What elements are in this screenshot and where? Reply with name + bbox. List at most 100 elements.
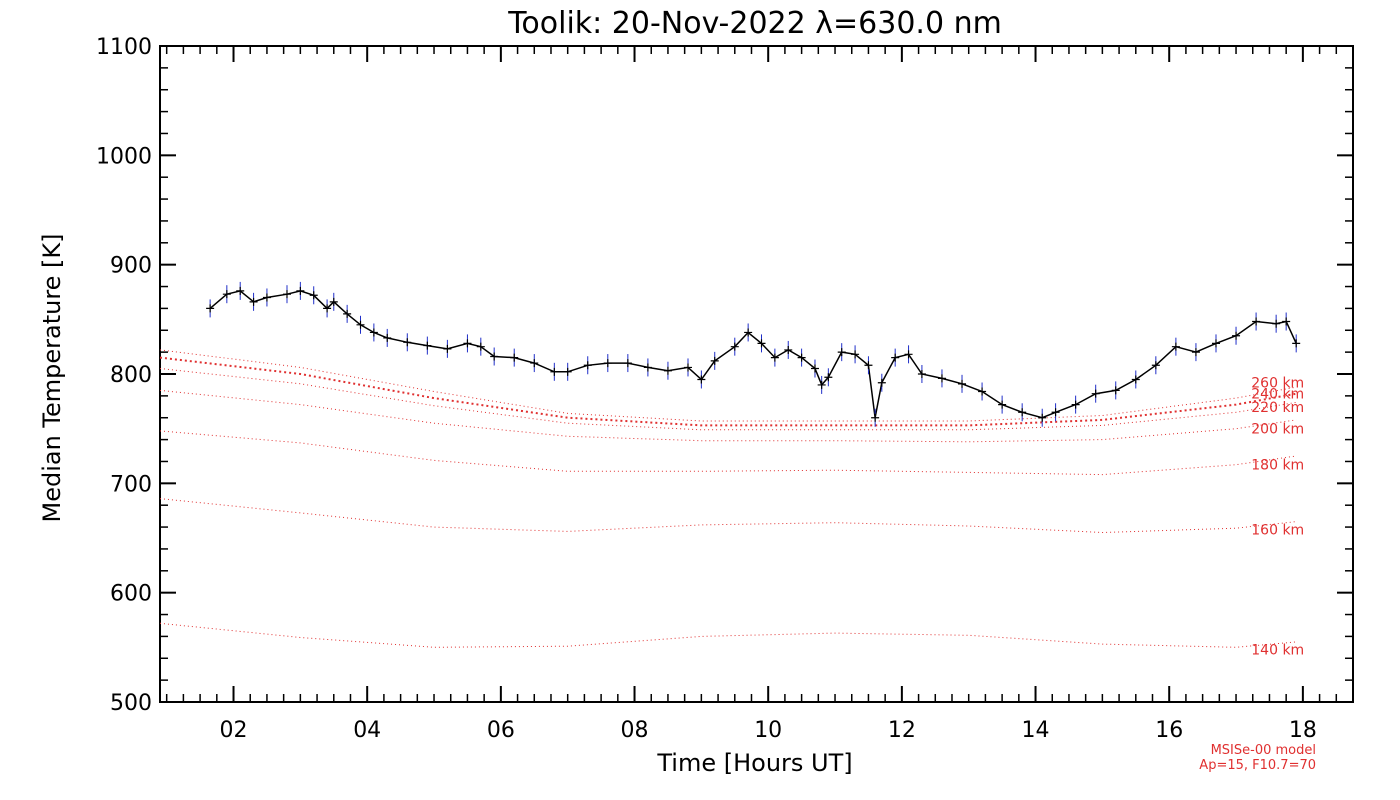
- data-point: [697, 375, 706, 384]
- data-point: [236, 286, 245, 295]
- data-point: [710, 356, 719, 365]
- model-curve-180km: [159, 430, 1297, 476]
- data-point: [770, 353, 779, 362]
- data-point: [369, 328, 378, 337]
- data-point: [1071, 400, 1080, 409]
- x-tick-label: 04: [353, 718, 381, 743]
- altitude-label: 260 km: [1251, 376, 1304, 392]
- data-point: [757, 339, 766, 348]
- data-point: [784, 345, 793, 354]
- data-point: [403, 338, 412, 347]
- data-point: [356, 320, 365, 329]
- data-point: [530, 359, 539, 368]
- data-point: [1272, 319, 1281, 328]
- y-tick-label: 700: [110, 472, 152, 497]
- data-point: [998, 400, 1007, 409]
- altitude-label: 180 km: [1251, 458, 1304, 474]
- y-tick-label: 600: [110, 582, 152, 607]
- data-point: [343, 309, 352, 318]
- x-tick-label: 08: [621, 718, 649, 743]
- x-axis-label: Time [Hours UT]: [656, 749, 852, 777]
- data-point: [309, 291, 318, 300]
- data-point: [1232, 331, 1241, 340]
- y-tick-label: 1000: [96, 144, 152, 169]
- measurement-series: [206, 281, 1301, 427]
- y-tick-label: 500: [110, 691, 152, 716]
- data-point: [550, 367, 559, 376]
- data-point: [683, 363, 692, 372]
- data-point: [1091, 389, 1100, 398]
- data-point: [917, 370, 926, 378]
- model-curve-220km: [159, 368, 1297, 431]
- data-point: [797, 353, 806, 362]
- model-curve-140km: [159, 622, 1297, 648]
- data-point: [282, 290, 291, 299]
- x-axis: 02 04 06 08 10 12 14 16 18: [165, 46, 1338, 743]
- data-point: [824, 373, 833, 382]
- data-point: [1191, 348, 1200, 357]
- data-point: [222, 290, 231, 299]
- data-point: [817, 380, 826, 389]
- x-tick-label: 10: [754, 718, 782, 743]
- x-tick-label: 14: [1022, 718, 1050, 743]
- x-tick-label: 06: [487, 718, 515, 743]
- data-point: [1038, 413, 1047, 422]
- data-point: [877, 378, 886, 387]
- data-point: [583, 361, 592, 370]
- altitude-label: 220 km: [1251, 400, 1304, 416]
- data-point: [937, 374, 946, 383]
- data-point: [1018, 408, 1027, 417]
- data-point: [1051, 408, 1060, 417]
- data-point: [249, 297, 258, 306]
- data-point: [490, 352, 499, 361]
- data-point: [958, 379, 967, 388]
- data-point: [744, 328, 753, 337]
- y-axis: 500 600 700 800 900 1000 1100: [96, 35, 1353, 716]
- model-note-line-2: Ap=15, F10.7=70: [1199, 758, 1316, 773]
- data-point: [1151, 361, 1160, 370]
- altitude-label: 200 km: [1251, 422, 1304, 438]
- data-point: [443, 344, 452, 353]
- model-note-line-1: MSISe-00 model: [1211, 743, 1316, 758]
- altitude-label: 240 km: [1251, 387, 1304, 403]
- data-point: [1252, 317, 1261, 326]
- x-tick-label: 12: [888, 718, 916, 743]
- data-point: [864, 361, 873, 370]
- x-tick-label: 16: [1155, 718, 1183, 743]
- data-point: [810, 364, 819, 373]
- data-point: [476, 342, 485, 351]
- model-curve-160km: [159, 498, 1297, 534]
- x-tick-label: 02: [220, 718, 248, 743]
- altitude-label: 160 km: [1251, 522, 1304, 538]
- data-point: [510, 353, 519, 362]
- data-point: [463, 339, 472, 348]
- data-point: [1211, 339, 1220, 348]
- data-point: [603, 359, 612, 368]
- x-tick-label: 18: [1289, 718, 1317, 743]
- data-point: [1111, 386, 1120, 395]
- data-point: [1171, 342, 1180, 351]
- data-point: [296, 286, 305, 295]
- data-point: [1292, 339, 1301, 348]
- data-point: [837, 348, 846, 357]
- data-point: [206, 304, 215, 313]
- model-curve-240km: [159, 356, 1297, 427]
- data-point: [871, 413, 880, 422]
- measurement-line: [209, 290, 1297, 419]
- data-point: [423, 341, 432, 350]
- data-point: [563, 367, 572, 376]
- model-curve-200km: [159, 389, 1297, 443]
- chart-title: Toolik: 20-Nov-2022 λ=630.0 nm: [507, 6, 1002, 41]
- data-point: [663, 366, 672, 375]
- data-point: [643, 363, 652, 372]
- model-curves: [159, 349, 1297, 648]
- data-point: [329, 297, 338, 306]
- data-point: [323, 304, 332, 313]
- data-point: [262, 293, 271, 302]
- y-tick-label: 1100: [96, 35, 152, 60]
- altitude-label: 140 km: [1251, 643, 1304, 659]
- y-tick-label: 900: [110, 254, 152, 279]
- data-point: [891, 353, 900, 362]
